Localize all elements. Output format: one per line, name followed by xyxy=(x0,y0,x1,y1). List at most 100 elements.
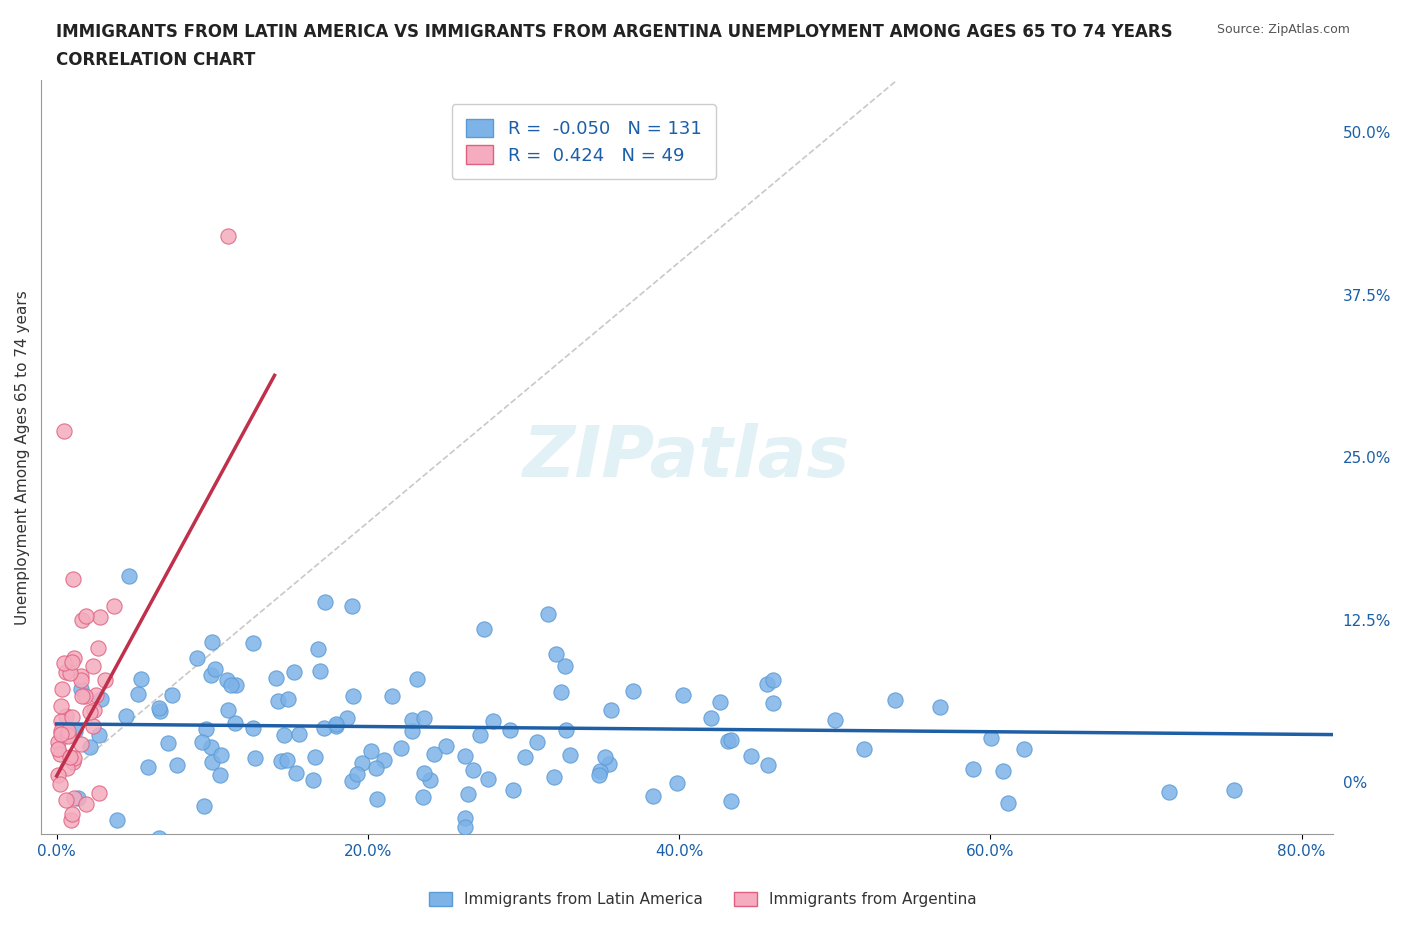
Immigrants from Latin America xyxy=(283,665,305,680)
Immigrants from Latin America xyxy=(962,762,984,777)
Immigrants from Latin America xyxy=(554,658,576,673)
Immigrants from Argentina xyxy=(86,687,108,702)
Immigrants from Latin America xyxy=(201,634,224,649)
Immigrants from Latin America xyxy=(90,692,112,707)
Immigrants from Argentina xyxy=(82,719,104,734)
Immigrants from Argentina xyxy=(72,688,94,703)
Immigrants from Latin America xyxy=(307,642,329,657)
Immigrants from Argentina xyxy=(51,682,73,697)
Immigrants from Latin America xyxy=(191,735,214,750)
Immigrants from Argentina xyxy=(62,572,84,587)
Immigrants from Latin America xyxy=(755,677,778,692)
Immigrants from Latin America xyxy=(105,812,128,827)
Immigrants from Latin America xyxy=(217,672,239,687)
Immigrants from Latin America xyxy=(264,671,287,685)
Y-axis label: Unemployment Among Ages 65 to 74 years: Unemployment Among Ages 65 to 74 years xyxy=(15,290,30,625)
Immigrants from Latin America xyxy=(219,677,242,692)
Immigrants from Latin America xyxy=(381,688,404,703)
Immigrants from Argentina xyxy=(59,665,82,680)
Immigrants from Argentina xyxy=(70,668,93,683)
Immigrants from Latin America xyxy=(148,830,170,845)
Legend: Immigrants from Latin America, Immigrants from Argentina: Immigrants from Latin America, Immigrant… xyxy=(423,885,983,913)
Immigrants from Argentina xyxy=(51,713,73,728)
Immigrants from Latin America xyxy=(824,712,846,727)
Immigrants from Latin America xyxy=(204,662,226,677)
Immigrants from Latin America xyxy=(700,711,723,725)
Immigrants from Latin America xyxy=(284,765,307,780)
Immigrants from Argentina xyxy=(75,796,97,811)
Immigrants from Latin America xyxy=(621,684,644,698)
Immigrants from Latin America xyxy=(287,726,309,741)
Immigrants from Latin America xyxy=(997,796,1019,811)
Immigrants from Latin America xyxy=(546,646,568,661)
Immigrants from Argentina xyxy=(46,741,69,756)
Immigrants from Argentina xyxy=(53,424,76,439)
Immigrants from Argentina xyxy=(55,664,77,679)
Immigrants from Argentina xyxy=(55,761,77,776)
Immigrants from Latin America xyxy=(87,727,110,742)
Immigrants from Latin America xyxy=(720,732,742,747)
Immigrants from Latin America xyxy=(157,736,180,751)
Immigrants from Latin America xyxy=(717,734,740,749)
Immigrants from Argentina xyxy=(70,612,93,627)
Immigrants from Latin America xyxy=(477,771,499,786)
Immigrants from Latin America xyxy=(589,764,612,779)
Immigrants from Latin America xyxy=(352,755,374,770)
Immigrants from Latin America xyxy=(412,790,434,804)
Immigrants from Latin America xyxy=(200,667,222,682)
Immigrants from Latin America xyxy=(195,722,218,737)
Immigrants from Argentina xyxy=(49,746,72,761)
Immigrants from Latin America xyxy=(186,651,208,666)
Immigrants from Latin America xyxy=(308,663,330,678)
Immigrants from Latin America xyxy=(314,594,336,609)
Immigrants from Latin America xyxy=(294,835,316,850)
Immigrants from Latin America xyxy=(593,750,616,764)
Immigrants from Latin America xyxy=(63,724,86,738)
Immigrants from Latin America xyxy=(148,700,170,715)
Immigrants from Argentina xyxy=(89,610,111,625)
Immigrants from Latin America xyxy=(560,748,582,763)
Immigrants from Latin America xyxy=(543,769,565,784)
Immigrants from Latin America xyxy=(225,678,247,693)
Immigrants from Latin America xyxy=(356,837,378,852)
Immigrants from Latin America xyxy=(598,757,620,772)
Immigrants from Latin America xyxy=(277,691,299,706)
Immigrants from Argentina xyxy=(62,650,84,665)
Immigrants from Argentina xyxy=(79,705,101,720)
Immigrants from Latin America xyxy=(453,819,475,834)
Immigrants from Argentina xyxy=(75,608,97,623)
Immigrants from Argentina xyxy=(70,672,93,687)
Immigrants from Latin America xyxy=(79,739,101,754)
Text: Source: ZipAtlas.com: Source: ZipAtlas.com xyxy=(1216,23,1350,36)
Immigrants from Latin America xyxy=(537,607,560,622)
Immigrants from Latin America xyxy=(401,724,423,738)
Immigrants from Argentina xyxy=(56,729,79,744)
Immigrants from Argentina xyxy=(49,698,72,713)
Immigrants from Latin America xyxy=(127,686,149,701)
Immigrants from Latin America xyxy=(129,672,152,687)
Immigrants from Argentina xyxy=(59,812,82,827)
Immigrants from Latin America xyxy=(588,768,610,783)
Immigrants from Argentina xyxy=(62,751,84,765)
Immigrants from Latin America xyxy=(346,766,368,781)
Immigrants from Argentina xyxy=(49,777,72,791)
Immigrants from Latin America xyxy=(762,672,785,687)
Immigrants from Argentina xyxy=(60,655,83,670)
Immigrants from Latin America xyxy=(149,703,172,718)
Immigrants from Latin America xyxy=(600,852,623,867)
Immigrants from Argentina xyxy=(217,229,239,244)
Immigrants from Latin America xyxy=(1157,784,1180,799)
Immigrants from Latin America xyxy=(209,767,232,782)
Immigrants from Argentina xyxy=(103,599,125,614)
Immigrants from Latin America xyxy=(526,735,548,750)
Immigrants from Latin America xyxy=(242,721,264,736)
Immigrants from Latin America xyxy=(118,568,141,583)
Immigrants from Latin America xyxy=(454,749,477,764)
Immigrants from Latin America xyxy=(312,721,335,736)
Immigrants from Latin America xyxy=(762,696,785,711)
Immigrants from Latin America xyxy=(304,750,326,764)
Immigrants from Latin America xyxy=(389,741,412,756)
Immigrants from Latin America xyxy=(209,748,232,763)
Immigrants from Argentina xyxy=(55,708,77,723)
Immigrants from Latin America xyxy=(340,774,363,789)
